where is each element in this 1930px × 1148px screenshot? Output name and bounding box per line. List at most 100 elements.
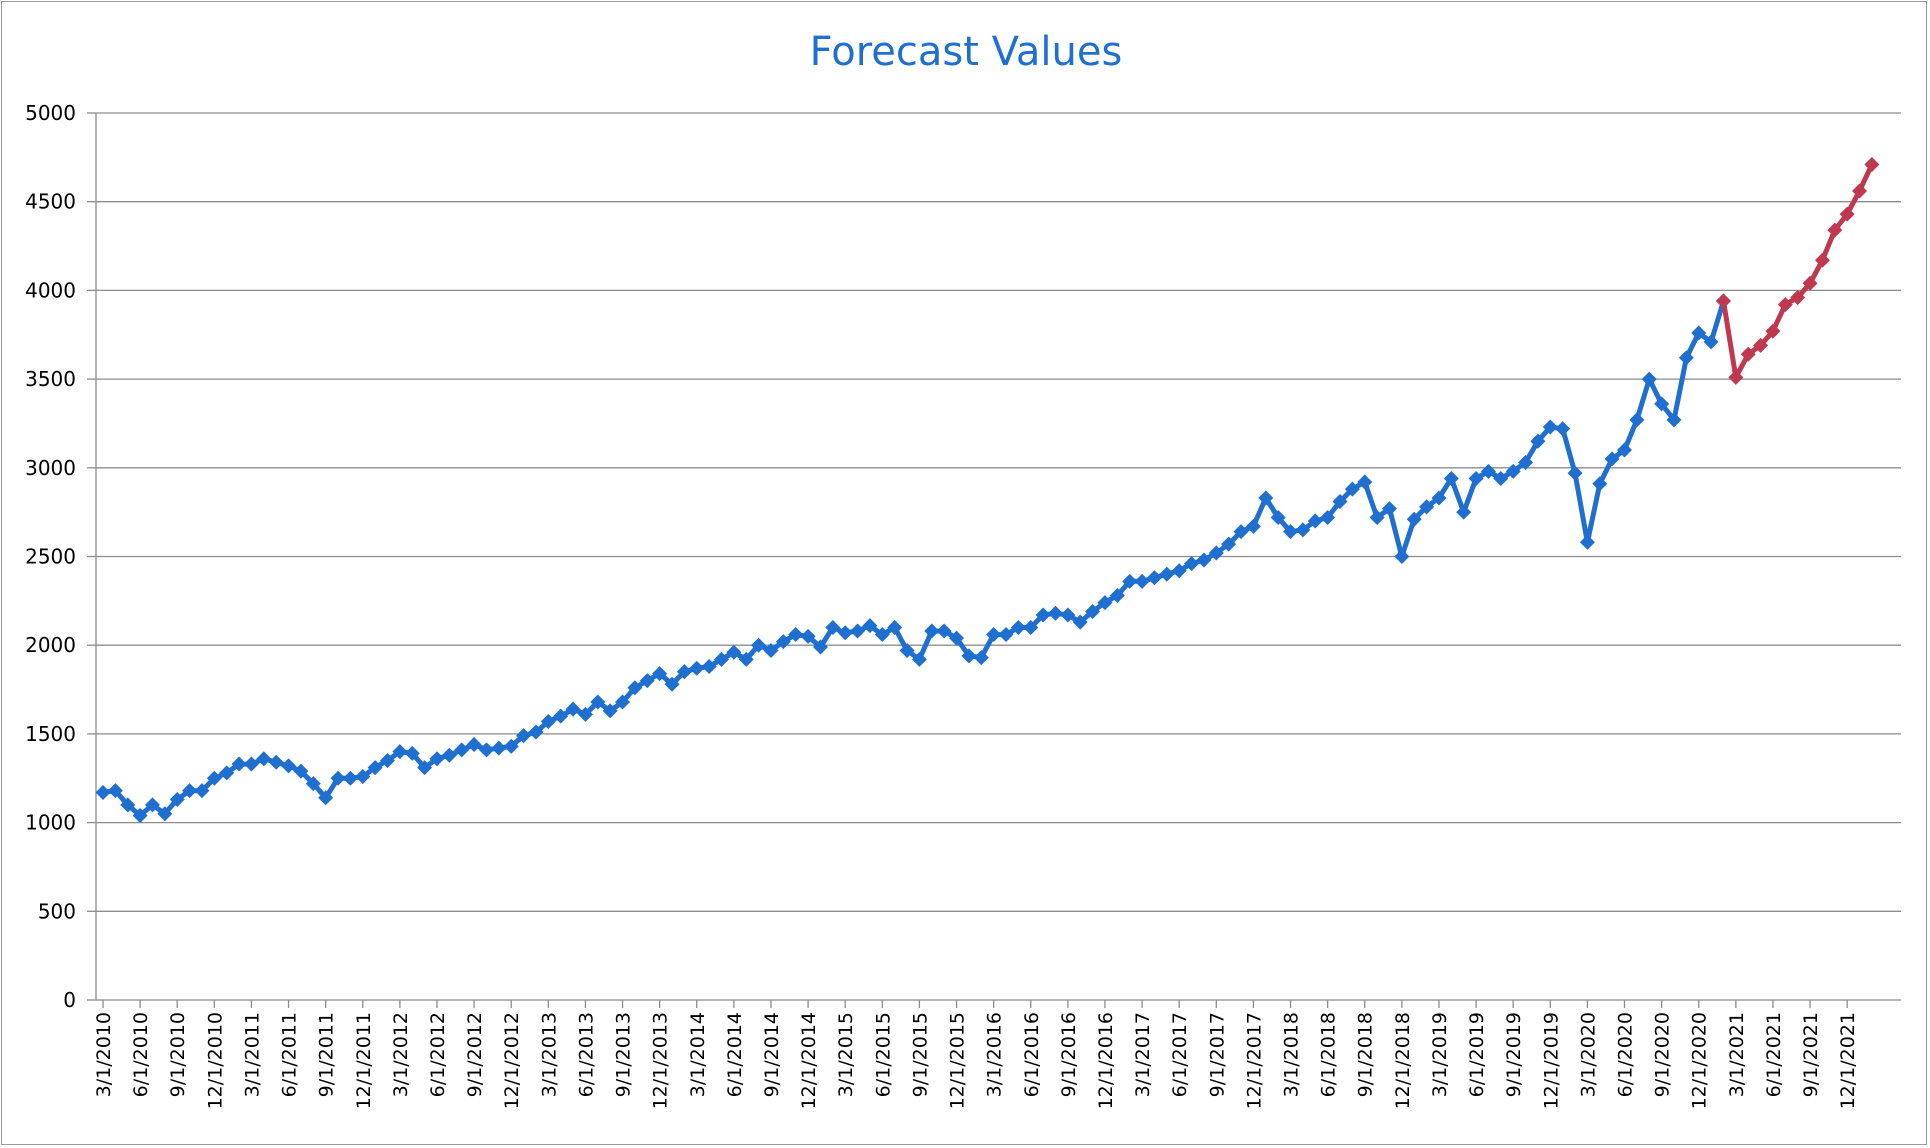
data-point-marker	[219, 765, 235, 781]
data-point-marker	[738, 651, 754, 667]
data-point-marker	[1753, 337, 1769, 353]
data-point-marker	[1010, 619, 1026, 635]
data-point-marker	[392, 744, 408, 760]
data-point-marker	[1146, 570, 1162, 586]
data-point-marker	[652, 666, 668, 682]
data-point-marker	[268, 754, 284, 770]
data-point-marker	[182, 783, 198, 799]
data-point-marker	[1852, 183, 1868, 199]
data-point-marker	[107, 783, 123, 799]
x-tick-label: 6/1/2019	[1466, 1012, 1488, 1097]
data-point-marker	[763, 643, 779, 659]
x-tick-label: 12/1/2015	[947, 1012, 969, 1109]
data-point-marker	[924, 623, 940, 639]
data-point-marker	[1381, 501, 1397, 517]
data-point-marker	[1480, 463, 1496, 479]
data-point-marker	[1097, 595, 1113, 611]
data-point-marker	[281, 758, 297, 774]
x-tick-label: 12/1/2021	[1837, 1012, 1859, 1109]
data-point-marker	[417, 760, 433, 776]
data-point-marker	[1134, 573, 1150, 589]
x-tick-label: 12/1/2016	[1095, 1012, 1117, 1109]
data-point-marker	[850, 623, 866, 639]
x-tick-label: 3/1/2021	[1726, 1012, 1748, 1097]
x-tick-label: 12/1/2020	[1689, 1012, 1711, 1109]
data-point-marker	[1109, 588, 1125, 604]
data-point-marker	[1641, 371, 1657, 387]
data-point-marker	[998, 627, 1014, 643]
data-point-marker	[206, 770, 222, 786]
x-tick-label: 9/1/2020	[1652, 1012, 1674, 1097]
data-point-marker	[1344, 481, 1360, 497]
data-point-marker	[973, 650, 989, 666]
data-point-marker	[1542, 419, 1558, 435]
data-point-marker	[936, 623, 952, 639]
data-point-marker	[1567, 465, 1583, 481]
data-point-marker	[1617, 442, 1633, 458]
data-point-marker	[1394, 549, 1410, 564]
data-point-marker	[1035, 607, 1051, 623]
data-point-marker	[380, 753, 396, 769]
x-tick-label: 6/1/2011	[279, 1012, 301, 1097]
x-tick-label: 9/1/2011	[316, 1012, 338, 1097]
data-point-marker	[1171, 563, 1187, 579]
data-point-marker	[1122, 573, 1138, 589]
data-point-marker	[305, 776, 321, 792]
data-point-marker	[1765, 323, 1781, 339]
data-point-marker	[466, 737, 482, 753]
data-point-marker	[243, 756, 259, 772]
data-point-marker	[1270, 509, 1286, 525]
x-tick-label: 6/1/2017	[1169, 1012, 1191, 1097]
x-tick-label: 6/1/2020	[1615, 1012, 1637, 1097]
data-point-marker	[1691, 325, 1707, 341]
data-point-marker	[95, 784, 111, 800]
data-point-marker	[1530, 433, 1546, 449]
data-point-marker	[701, 658, 717, 674]
data-point-marker	[1740, 346, 1756, 362]
data-point-marker	[503, 738, 519, 754]
data-point-marker	[862, 618, 878, 634]
data-point-marker	[899, 643, 915, 659]
data-point-marker	[961, 648, 977, 664]
data-point-marker	[528, 724, 544, 740]
x-tick-label: 3/1/2018	[1281, 1012, 1303, 1097]
data-point-marker	[1283, 524, 1299, 540]
y-tick-label: 3000	[25, 456, 76, 480]
data-point-marker	[1085, 603, 1101, 619]
data-point-marker	[318, 790, 334, 806]
x-tick-label: 6/1/2015	[872, 1012, 894, 1097]
data-point-marker	[1468, 470, 1484, 486]
x-tick-label: 6/1/2016	[1021, 1012, 1043, 1097]
data-point-marker	[689, 660, 705, 676]
x-tick-label: 9/1/2016	[1058, 1012, 1080, 1097]
data-point-marker	[726, 644, 742, 660]
data-point-marker	[1072, 614, 1088, 630]
x-tick-label: 9/1/2017	[1206, 1012, 1228, 1097]
y-tick-label: 4000	[25, 278, 76, 302]
data-point-marker	[1320, 509, 1336, 525]
x-tick-label: 3/1/2014	[687, 1012, 709, 1097]
data-point-marker	[1864, 156, 1880, 172]
data-point-marker	[837, 625, 853, 641]
data-point-marker	[1579, 534, 1595, 550]
x-tick-label: 6/1/2014	[724, 1012, 746, 1097]
data-point-marker	[1208, 545, 1224, 561]
data-point-marker	[1332, 494, 1348, 510]
data-point-marker	[1592, 476, 1608, 492]
data-point-marker	[1703, 334, 1719, 350]
y-tick-labels: 0 500 1000 1500 2000 2500 3000 3500 4000 4500 5000	[25, 101, 76, 1012]
data-point-marker	[1258, 490, 1274, 506]
data-point-marker	[429, 751, 445, 767]
y-tick-label: 3500	[25, 367, 76, 391]
data-point-marker	[887, 619, 903, 635]
chart-title: Forecast Values	[810, 29, 1123, 75]
data-point-marker	[1406, 511, 1422, 527]
data-point-marker	[256, 751, 272, 767]
x-tick-label: 3/1/2016	[984, 1012, 1006, 1097]
data-point-marker	[1629, 412, 1645, 428]
data-point-marker	[1023, 619, 1039, 635]
data-point-marker	[478, 742, 494, 758]
data-point-marker	[1555, 421, 1571, 437]
